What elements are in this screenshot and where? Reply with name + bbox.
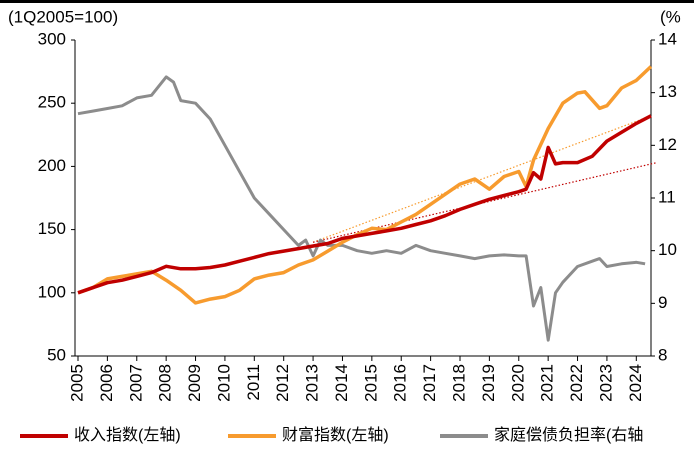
x-tick-label: 2019 (479, 364, 498, 402)
series-line (77, 75, 646, 342)
legend-label: 收入指数(左轴) (74, 426, 181, 444)
y2-tick-label: 11 (658, 187, 676, 206)
y2-tick-label: 9 (658, 293, 667, 312)
x-tick-label: 2015 (361, 364, 380, 402)
series-line (77, 114, 652, 295)
legend-label: 财富指数(左轴) (282, 426, 389, 444)
left-axis-label: (1Q2005=100) (8, 7, 118, 26)
legend: 收入指数(左轴) 财富指数(左轴) 家庭偿债负担率(右轴 (20, 426, 643, 444)
trend-line (312, 115, 652, 243)
x-tick-label: 2013 (303, 364, 322, 402)
x-tick-label: 2009 (185, 364, 204, 402)
x-tick-label: 2020 (508, 364, 527, 402)
x-tick-label: 2024 (626, 364, 645, 402)
x-tick-label: 2014 (332, 364, 351, 402)
y2-tick-label: 14 (658, 29, 677, 48)
y2-tick-label: 10 (658, 240, 677, 259)
y2-tick-label: 8 (658, 345, 667, 364)
x-tick-label: 2023 (596, 364, 615, 402)
y-tick-label: 250 (38, 93, 66, 112)
x-tick-label: 2008 (156, 364, 175, 402)
x-tick-label: 2010 (214, 364, 233, 402)
legend-label: 家庭偿债负担率(右轴 (494, 426, 643, 444)
series-line (77, 65, 653, 305)
y-tick-label: 100 (38, 282, 66, 301)
y2-tick-label: 12 (658, 135, 677, 154)
x-tick-label: 2021 (538, 364, 557, 402)
x-tick-label: 2018 (449, 364, 468, 402)
top-rule (0, 0, 694, 3)
x-tick-label: 2005 (67, 364, 86, 402)
y2-tick-label: 13 (658, 82, 677, 101)
y-tick-label: 300 (38, 29, 66, 48)
x-tick-label: 2007 (126, 364, 145, 402)
x-tick-label: 2011 (244, 364, 263, 401)
y-tick-label: 150 (38, 219, 66, 238)
right-axis-label: (% (660, 7, 681, 26)
x-tick-label: 2006 (97, 364, 116, 402)
y-tick-label: 50 (47, 345, 66, 364)
x-tick-label: 2022 (567, 364, 586, 402)
y-tick-label: 200 (38, 156, 66, 175)
x-tick-label: 2016 (391, 364, 410, 402)
x-tick-label: 2012 (273, 364, 292, 402)
x-tick-label: 2017 (420, 364, 439, 402)
